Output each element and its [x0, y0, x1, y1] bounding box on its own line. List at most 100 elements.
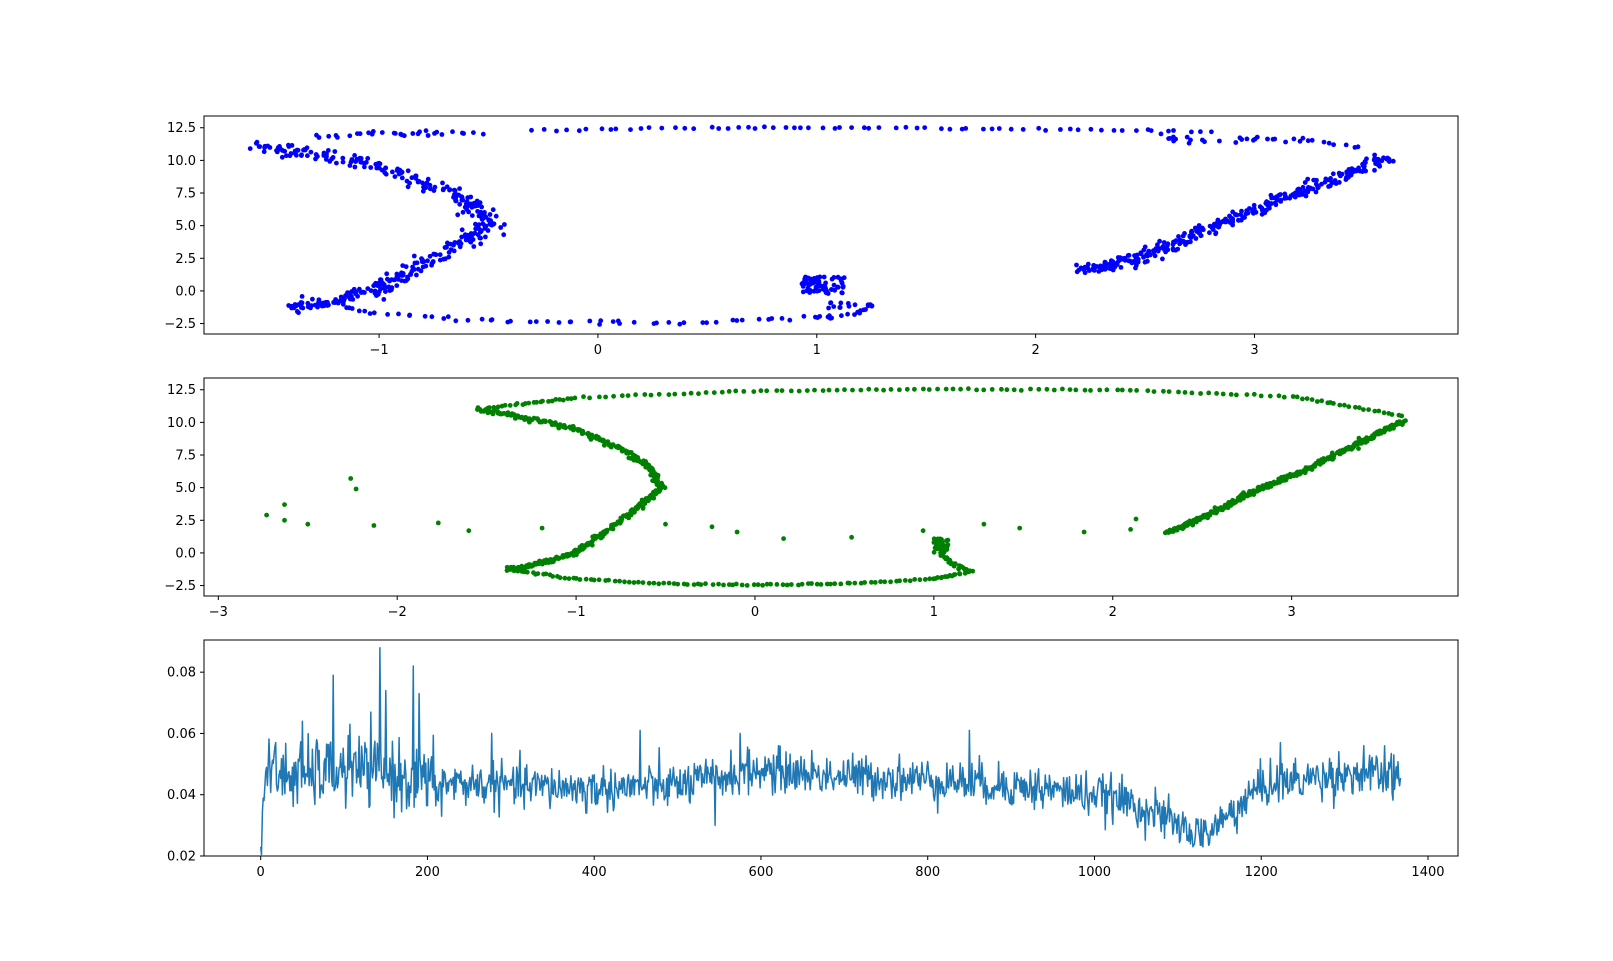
scatter-point: [764, 388, 770, 394]
y-tick-label: −2.5: [164, 317, 196, 332]
scatter-point: [1098, 263, 1103, 269]
scatter-point: [581, 394, 586, 400]
scatter-point: [577, 577, 583, 582]
scatter-point: [903, 124, 909, 130]
scatter-point: [1011, 387, 1017, 393]
scatter-point: [849, 534, 854, 540]
scatter-point: [444, 244, 449, 250]
scatter-point: [1385, 155, 1390, 161]
scatter-point: [568, 319, 574, 325]
scatter-point: [804, 388, 810, 393]
scatter-point: [842, 387, 847, 393]
scatter-point: [316, 300, 321, 305]
scatter-point: [465, 195, 471, 201]
scatter-point: [423, 128, 429, 134]
scatter-point: [1145, 388, 1151, 394]
scatter-point: [951, 563, 957, 569]
scatter-point: [446, 250, 452, 255]
scatter-point: [447, 187, 453, 193]
scatter-point: [1192, 225, 1198, 231]
scatter-point: [387, 288, 393, 293]
scatter-point: [675, 581, 681, 587]
scatter-point: [638, 126, 644, 131]
scatter-point: [897, 578, 902, 584]
scatter-point: [878, 579, 883, 585]
scatter-point: [812, 387, 817, 393]
scatter-point: [648, 392, 654, 398]
scatter-point: [935, 386, 940, 392]
scatter-point: [622, 579, 627, 585]
scatter-point: [1364, 156, 1369, 162]
scatter-point: [769, 316, 775, 321]
scatter-point: [1198, 391, 1203, 396]
scatter-point: [666, 320, 672, 325]
scatter-point: [310, 296, 315, 302]
scatter-point: [1134, 128, 1139, 134]
scatter-point: [846, 303, 852, 309]
scatter-point: [445, 314, 451, 320]
scatter-point: [829, 276, 835, 282]
scatter-point: [1017, 525, 1023, 531]
scatter-point: [792, 125, 797, 131]
scatter-point: [684, 582, 690, 587]
scatter-point: [617, 578, 622, 584]
scatter-point: [1344, 175, 1349, 180]
scatter-point: [1326, 140, 1332, 146]
scatter-point: [329, 156, 335, 162]
scatter-point: [561, 423, 567, 428]
scatter-point: [526, 400, 532, 406]
scatter-point: [1304, 396, 1310, 401]
scatter-point: [826, 387, 832, 393]
scatter-point: [267, 145, 273, 150]
scatter-point: [774, 388, 780, 393]
scatter-point: [502, 222, 507, 227]
scatter-point: [1399, 413, 1405, 419]
scatter-point: [806, 125, 811, 131]
scatter-point: [284, 153, 289, 159]
x-tick-label: 0: [257, 865, 265, 880]
scatter-point: [409, 175, 415, 181]
scatter-point: [386, 284, 392, 290]
scatter-point: [654, 320, 659, 326]
scatter-point: [1155, 242, 1160, 248]
y-tick-label: 0.02: [167, 850, 196, 865]
scatter-point: [783, 125, 789, 130]
scatter-point: [931, 549, 937, 555]
scatter-point: [917, 577, 923, 583]
scatter-point: [1171, 138, 1176, 144]
scatter-point: [383, 165, 389, 171]
scatter-point: [527, 319, 533, 325]
scatter-point: [1103, 260, 1108, 265]
scatter-point: [477, 407, 483, 413]
scatter-point: [608, 526, 614, 531]
scatter-point: [247, 146, 253, 152]
scatter-point: [392, 174, 398, 180]
scatter-point: [1239, 137, 1245, 142]
scatter-point: [415, 179, 421, 185]
scatter-point: [947, 126, 953, 132]
scatter-point: [425, 133, 431, 138]
scatter-point: [733, 581, 739, 587]
scatter-point: [613, 126, 619, 132]
scatter-point: [713, 319, 719, 325]
scatter-point: [440, 187, 446, 193]
scatter-point: [369, 131, 375, 137]
scatter-point: [457, 201, 463, 207]
scatter-point: [1138, 250, 1144, 256]
scatter-point: [696, 391, 701, 397]
scatter-point: [299, 294, 305, 299]
scatter-point: [636, 579, 641, 585]
scatter-point: [501, 232, 507, 238]
scatter-point: [312, 302, 318, 308]
scatter-point: [459, 194, 464, 200]
scatter-point: [1132, 253, 1137, 258]
scatter-point: [800, 284, 806, 289]
scatter-point: [471, 130, 476, 136]
scatter-point: [1278, 197, 1284, 203]
scatter-point: [1085, 261, 1091, 267]
scatter-point: [379, 130, 385, 135]
scatter-point: [734, 318, 740, 323]
scatter-point: [350, 297, 356, 302]
scatter-point: [325, 148, 331, 153]
scatter-point: [820, 125, 826, 131]
